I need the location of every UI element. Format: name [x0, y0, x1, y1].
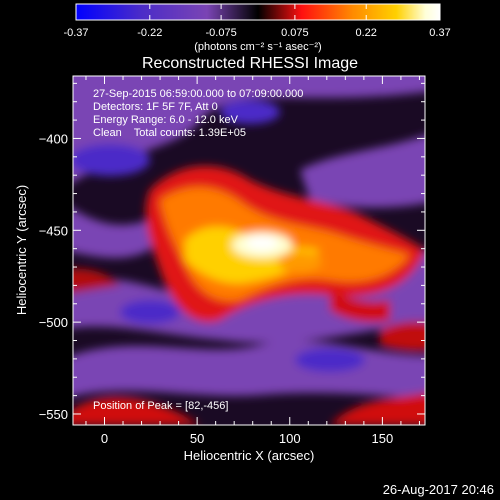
- axis-ticks: 0 50 100 150 −400 −450 −500 −550: [39, 76, 425, 446]
- colorbar-gradient: [75, 3, 441, 21]
- heatmap-image: [73, 76, 425, 425]
- colorbar-tick-label: 0.22: [356, 27, 377, 39]
- y-tick-label: −550: [39, 407, 68, 422]
- purple-band: [73, 76, 425, 182]
- x-tick-label: 50: [190, 431, 204, 446]
- y-tick-label: −500: [39, 315, 68, 330]
- plot-timestamp: 26-Aug-2017 20:46: [383, 482, 494, 497]
- blue-patch: [73, 144, 150, 176]
- colorbar-tick-label: -0.37: [63, 27, 88, 39]
- x-tick-label: 100: [279, 431, 301, 446]
- x-tick-label: 0: [101, 431, 108, 446]
- colorbar-tick-label: -0.075: [206, 27, 237, 39]
- peak-position-label: Position of Peak = [82,-456]: [93, 400, 228, 412]
- blue-patch: [295, 348, 365, 372]
- purple-band: [73, 208, 160, 258]
- y-tick-label: −450: [39, 223, 68, 238]
- peak-core: [246, 236, 278, 250]
- annotation-energy-range: Energy Range: 6.0 - 12.0 keV: [93, 114, 239, 126]
- colorbar-tick-label: 0.37: [429, 27, 450, 39]
- blue-patch: [120, 300, 180, 324]
- x-tick-label: 150: [372, 431, 394, 446]
- orange-region: [278, 252, 322, 272]
- chart-title: Reconstructed RHESSI Image: [142, 55, 358, 72]
- colorbar-tick-label: -0.22: [137, 27, 162, 39]
- red-lobe: [73, 268, 120, 293]
- colorbar-unit-label: (photons cm⁻² s⁻¹ asec⁻²): [194, 41, 321, 53]
- annotation-detectors: Detectors: 1F 5F 7F, Att 0: [93, 101, 218, 113]
- annotation-time-range: 27-Sep-2015 06:59:00.000 to 07:09:00.000: [93, 88, 303, 100]
- colorbar: -0.37 -0.22 -0.075 0.075 0.22 0.37 (photons c…: [63, 3, 451, 53]
- y-axis-label: Heliocentric Y (arcsec): [14, 185, 29, 315]
- colorbar-ticks: -0.37 -0.22 -0.075 0.075 0.22 0.37: [63, 4, 451, 39]
- colorbar-tick-label: 0.075: [281, 27, 309, 39]
- red-lobe: [380, 321, 425, 352]
- plot-frame: [72, 75, 426, 426]
- annotation-clean-counts: Clean Total counts: 1.39E+05: [93, 127, 246, 139]
- purple-band: [300, 135, 425, 208]
- red-lobe: [330, 290, 390, 322]
- x-axis-label: Heliocentric X (arcsec): [184, 448, 315, 463]
- blue-patch: [220, 100, 280, 124]
- y-tick-label: −400: [39, 131, 68, 146]
- red-lobe: [330, 393, 425, 425]
- observation-annotations: 27-Sep-2015 06:59:00.000 to 07:09:00.000…: [93, 88, 303, 412]
